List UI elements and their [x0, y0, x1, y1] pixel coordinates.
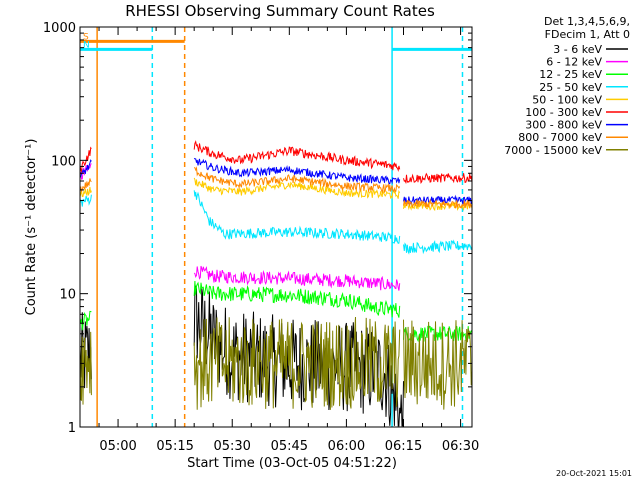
y-tick-label-0: 1 [68, 421, 76, 436]
y-tick-label-1: 10 [59, 288, 76, 303]
x-tick-label-4: 06:00 [328, 439, 365, 454]
series-line-5 [79, 140, 473, 185]
x-axis-label: Start Time (03-Oct-05 04:51:22) [187, 456, 397, 471]
legend-label-4: 50 - 100 keV [532, 93, 602, 106]
chart-title: RHESSI Observing Summary Count Rates [125, 2, 435, 20]
date-stamp: 20-Oct-2021 15:01 [556, 469, 632, 478]
legend-label-2: 12 - 25 keV [539, 68, 602, 81]
x-tick-label-0: 05:00 [99, 439, 136, 454]
info-line-1: Det 1,3,4,5,6,9, [544, 15, 630, 28]
plot-frame [79, 26, 473, 428]
x-tick-label-3: 05:45 [271, 439, 308, 454]
series-line-3 [79, 190, 473, 255]
legend-label-1: 6 - 12 keV [546, 56, 602, 69]
legend-label-8: 7000 - 15000 keV [504, 144, 602, 157]
x-tick-label-5: 06:15 [385, 439, 422, 454]
flag-label-1: N [83, 40, 90, 50]
y-tick-label-2: 100 [51, 154, 76, 169]
axes: 1 10 100 1000 05:00 05:15 05:30 05:45 06:00 06:15… [43, 21, 479, 454]
x-tick-label-6: 06:30 [442, 439, 479, 454]
y-axis-label: Count Rate (s⁻¹ detector⁻¹) [24, 139, 39, 316]
series-line-8 [79, 316, 473, 410]
plot-area: SN [79, 27, 473, 427]
legend-label-0: 3 - 6 keV [553, 43, 602, 56]
legend-label-7: 800 - 7000 keV [518, 131, 602, 144]
legend-label-6: 300 - 800 keV [525, 119, 602, 132]
x-tick-label-1: 05:15 [156, 439, 193, 454]
x-tick-label-2: 05:30 [213, 439, 250, 454]
info-line-2: FDecim 1, Att 0 [545, 28, 630, 41]
series-line-2 [79, 280, 473, 344]
legend-label-5: 100 - 300 keV [525, 106, 602, 119]
flag-label-0: S [83, 32, 89, 42]
legend-label-3: 25 - 50 keV [539, 81, 602, 94]
y-tick-label-3: 1000 [43, 21, 76, 36]
